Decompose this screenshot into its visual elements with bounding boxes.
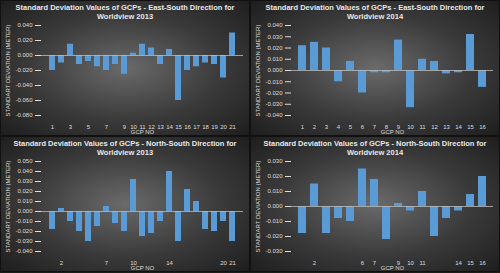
svg-text:-0.020: -0.020 (265, 233, 283, 239)
svg-text:0.030: 0.030 (267, 34, 283, 40)
svg-text:10: 10 (130, 259, 137, 266)
svg-text:7: 7 (105, 260, 109, 266)
svg-text:0.030: 0.030 (17, 178, 33, 184)
svg-text:-0.080: -0.080 (15, 112, 33, 118)
svg-text:1: 1 (51, 124, 55, 130)
svg-text:GCP NO: GCP NO (381, 265, 405, 271)
html-text:Standard Deviation Values of G: Standard Deviation Values of GCPs - East… (15, 3, 235, 21)
svg-text:14: 14 (455, 124, 462, 130)
svg-text:14: 14 (455, 260, 462, 266)
html-text:Standard Deviation Values of G: Standard Deviation Values of GCPs - East… (265, 3, 485, 21)
svg-text:5: 5 (87, 124, 91, 130)
svg-text:STANDART DEVIATION (METER): STANDART DEVIATION (METER) (5, 25, 11, 117)
svg-text:15: 15 (467, 260, 474, 266)
svg-text:10: 10 (407, 260, 414, 266)
svg-text:17: 17 (193, 124, 200, 130)
svg-text:0.000: 0.000 (17, 52, 33, 58)
html-text:10 11 12: 10 11 12 (130, 123, 155, 130)
svg-text:STANDART DEVIATION (METER): STANDART DEVIATION (METER) (255, 25, 261, 117)
svg-text:-0.040: -0.040 (265, 112, 283, 118)
svg-text:6: 6 (361, 124, 365, 130)
svg-text:21: 21 (229, 124, 236, 130)
svg-text:0.040: 0.040 (267, 22, 283, 28)
svg-text:0.040: 0.040 (17, 22, 33, 28)
svg-text:7: 7 (373, 124, 377, 130)
svg-text:3: 3 (69, 124, 73, 130)
svg-text:11: 11 (419, 260, 426, 266)
svg-text:18: 18 (202, 124, 209, 130)
svg-text:0.000: 0.000 (267, 67, 283, 73)
svg-text:-0.020: -0.020 (15, 67, 33, 73)
svg-text:11: 11 (419, 124, 426, 130)
svg-text:9: 9 (396, 259, 401, 266)
svg-text:0.010: 0.010 (267, 188, 283, 194)
svg-text:0.010: 0.010 (267, 56, 283, 62)
svg-text:7: 7 (105, 124, 109, 130)
html-text:Standard Deviation Values of G: Standard Deviation Values of GCPs - Nort… (263, 139, 487, 157)
svg-text:9: 9 (123, 124, 127, 130)
svg-text:20: 20 (220, 260, 227, 266)
svg-text:20: 20 (220, 124, 227, 130)
svg-text:5: 5 (349, 124, 353, 130)
svg-text:STANDART DEVIATION (METER): STANDART DEVIATION (METER) (5, 161, 11, 253)
svg-text:16: 16 (479, 260, 486, 266)
svg-text:-0.030: -0.030 (15, 238, 33, 244)
svg-text:13: 13 (157, 124, 164, 130)
svg-text:2: 2 (60, 260, 64, 266)
svg-text:8: 8 (384, 123, 389, 130)
svg-text:16: 16 (184, 124, 191, 130)
svg-text:21: 21 (229, 260, 236, 266)
svg-text:14: 14 (166, 124, 173, 130)
svg-text:15: 15 (175, 124, 182, 130)
svg-text:0.030: 0.030 (267, 158, 283, 164)
svg-text:GCP NO: GCP NO (381, 129, 405, 135)
svg-text:0.040: 0.040 (17, 168, 33, 174)
svg-text:-0.010: -0.010 (265, 218, 283, 224)
svg-text:GCP NO: GCP NO (131, 265, 155, 271)
svg-text:-0.040: -0.040 (15, 82, 33, 88)
svg-text:10: 10 (407, 124, 414, 130)
svg-text:14: 14 (166, 260, 173, 266)
svg-text:0.020: 0.020 (17, 37, 33, 43)
svg-text:4: 4 (337, 124, 341, 130)
svg-text:19: 19 (211, 124, 218, 130)
svg-text:0.010: 0.010 (17, 198, 33, 204)
svg-text:-0.020: -0.020 (15, 228, 33, 234)
svg-text:-0.060: -0.060 (15, 97, 33, 103)
svg-text:0.020: 0.020 (17, 188, 33, 194)
svg-text:1: 1 (301, 124, 305, 130)
svg-text:15: 15 (467, 124, 474, 130)
svg-text:-0.040: -0.040 (15, 248, 33, 254)
svg-text:0.000: 0.000 (17, 208, 33, 214)
svg-text:12: 12 (431, 124, 438, 130)
html-text:Standard Deviation Values of G: Standard Deviation Values of GCPs - Nort… (13, 139, 237, 157)
svg-text:-0.020: -0.020 (265, 90, 283, 96)
svg-text:9: 9 (396, 123, 401, 130)
svg-text:0.000: 0.000 (267, 203, 283, 209)
svg-text:0.020: 0.020 (267, 173, 283, 179)
svg-text:13: 13 (443, 124, 450, 130)
svg-text:7: 7 (373, 260, 377, 266)
svg-text:-0.010: -0.010 (265, 79, 283, 85)
svg-text:16: 16 (479, 124, 486, 130)
svg-text:6: 6 (361, 260, 365, 266)
svg-text:-0.030: -0.030 (265, 101, 283, 107)
svg-text:3: 3 (325, 124, 329, 130)
svg-text:0.020: 0.020 (267, 45, 283, 51)
svg-text:-0.010: -0.010 (15, 218, 33, 224)
svg-text:GCP NO: GCP NO (131, 129, 155, 135)
svg-text:2: 2 (313, 124, 317, 130)
svg-text:STANDART DEVIATION (METER): STANDART DEVIATION (METER) (255, 161, 261, 253)
svg-text:-0.030: -0.030 (265, 248, 283, 254)
svg-text:2: 2 (313, 260, 317, 266)
svg-text:0.050: 0.050 (17, 158, 33, 164)
